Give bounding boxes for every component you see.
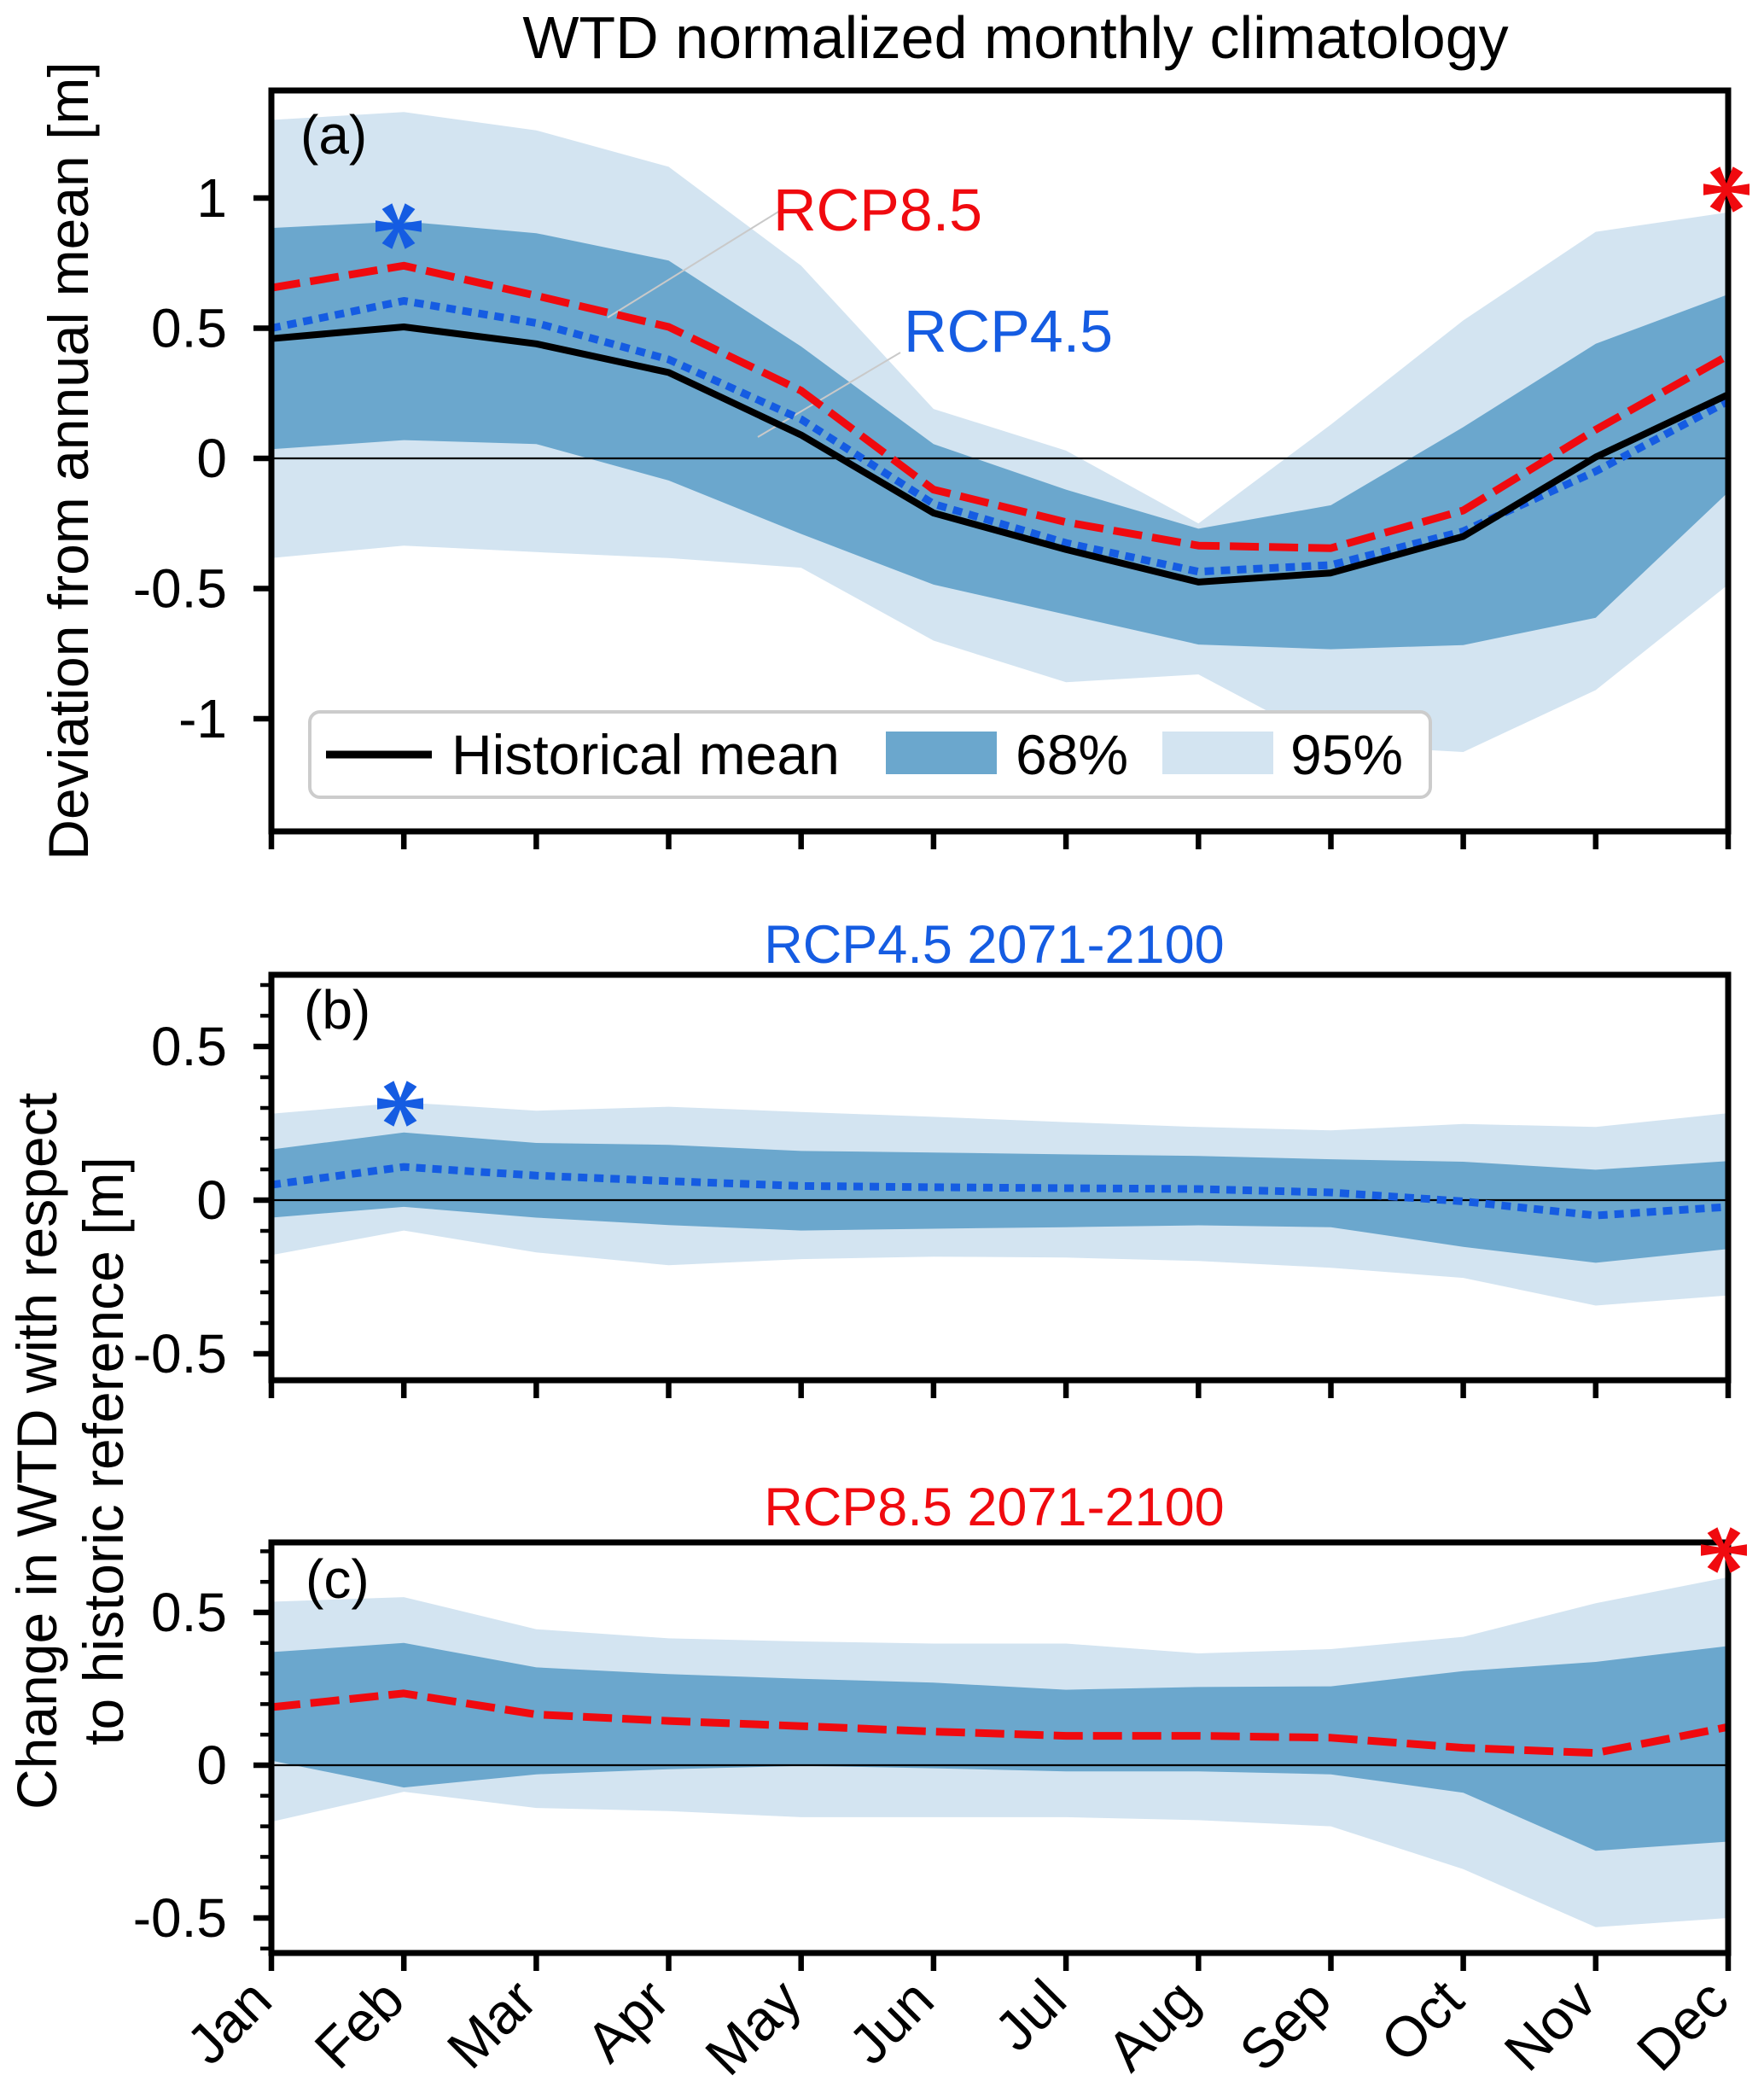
svg-text:0: 0 — [196, 428, 227, 489]
svg-text:WTD normalized monthly climato: WTD normalized monthly climatology — [522, 4, 1508, 71]
svg-text:-0.5: -0.5 — [133, 1323, 227, 1385]
svg-text:RCP4.5: RCP4.5 — [904, 298, 1113, 364]
svg-text:0.5: 0.5 — [151, 1016, 227, 1077]
svg-text:-0.5: -0.5 — [133, 558, 227, 620]
svg-text:1: 1 — [196, 167, 227, 229]
svg-text:(b): (b) — [304, 979, 370, 1041]
svg-text:0.5: 0.5 — [151, 1582, 227, 1643]
svg-text:-0.5: -0.5 — [133, 1887, 227, 1949]
svg-text:Historical mean: Historical mean — [451, 723, 840, 786]
svg-text:RCP4.5 2071-2100: RCP4.5 2071-2100 — [764, 915, 1224, 975]
svg-text:to historic reference [m]: to historic reference [m] — [72, 1157, 135, 1746]
svg-text:0: 0 — [196, 1169, 227, 1231]
svg-text:0.5: 0.5 — [151, 298, 227, 359]
svg-text:(a): (a) — [300, 104, 367, 166]
svg-text:Deviation from annual mean [m]: Deviation from annual mean [m] — [37, 61, 100, 860]
svg-text:RCP8.5: RCP8.5 — [773, 177, 982, 243]
svg-text:68%: 68% — [1016, 723, 1128, 786]
svg-text:(c): (c) — [306, 1548, 370, 1610]
svg-text:0: 0 — [196, 1734, 227, 1796]
svg-text:-1: -1 — [178, 688, 227, 749]
svg-text:Change in WTD with respect: Change in WTD with respect — [5, 1093, 68, 1810]
svg-text:RCP8.5 2071-2100: RCP8.5 2071-2100 — [764, 1478, 1224, 1537]
svg-text:95%: 95% — [1290, 723, 1403, 786]
